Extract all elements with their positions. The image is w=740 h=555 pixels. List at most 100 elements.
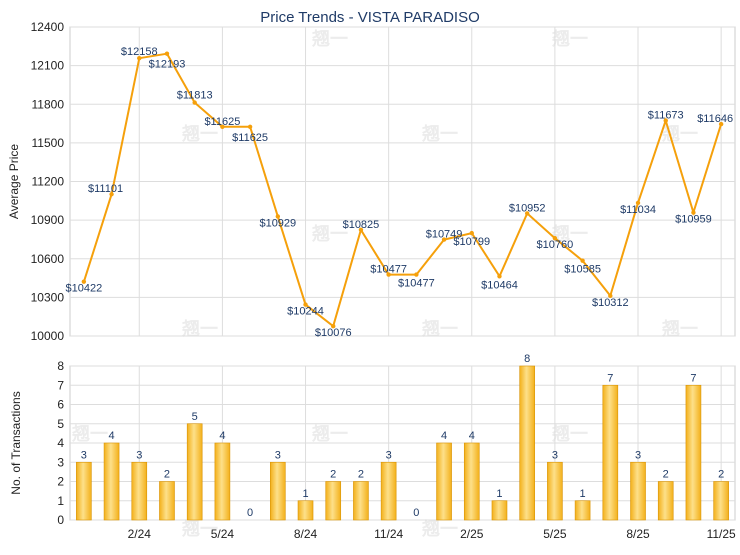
watermark-text: 翘一: [551, 28, 588, 49]
y-tick-label: 4: [57, 436, 64, 450]
price-point: [81, 279, 87, 284]
price-data-label: $11646: [697, 113, 733, 125]
watermark-text: 翘一: [311, 28, 348, 49]
price-data-label: $10076: [315, 327, 352, 339]
y-tick-label: 11200: [32, 175, 65, 189]
x-tick-label: 2/24: [128, 527, 152, 541]
price-data-label: $10749: [426, 229, 463, 241]
y-tick-label: 0: [57, 513, 64, 527]
y-tick-label: 11800: [32, 97, 65, 111]
transaction-bar: [491, 500, 508, 521]
x-tick-label: 11/25: [707, 527, 736, 541]
transaction-data-label: 4: [441, 430, 447, 442]
transaction-bar: [186, 423, 203, 521]
price-point: [663, 118, 668, 123]
x-tick-label: 11/24: [374, 527, 403, 541]
price-point: [414, 272, 419, 277]
price-data-label: $11625: [204, 116, 240, 128]
transaction-bar: [463, 442, 480, 521]
price-data-label: $11101: [88, 183, 123, 195]
watermark-text: 翘一: [181, 318, 218, 339]
y-tick-label: 10900: [31, 213, 65, 227]
price-data-label: $11813: [177, 90, 213, 102]
price-point: [109, 192, 114, 197]
transaction-data-label: 2: [663, 469, 669, 481]
price-point: [718, 121, 724, 127]
watermark-text: 翘一: [181, 518, 218, 539]
watermark-text: 翘一: [71, 423, 108, 444]
transaction-bar: [685, 384, 702, 521]
y-tick-label: 2: [57, 475, 64, 489]
price-point: [275, 214, 281, 219]
price-point: [497, 274, 502, 279]
y-tick-label: 8: [57, 359, 64, 373]
transaction-bar: [159, 481, 175, 521]
transaction-data-label: 2: [164, 469, 170, 481]
price-point: [469, 230, 474, 236]
price-data-label: $11673: [648, 110, 684, 122]
price-point: [358, 227, 364, 232]
price-data-label: $10477: [398, 278, 435, 290]
y-axis-label: Average Price: [7, 144, 21, 219]
watermark-text: 翘一: [551, 423, 588, 444]
watermark-text: 翘一: [661, 318, 698, 339]
price-point: [580, 258, 585, 263]
price-point: [331, 324, 336, 329]
y-tick-label: 10000: [31, 329, 65, 343]
price-data-label: $10422: [65, 283, 102, 295]
transaction-bar: [547, 461, 563, 521]
transaction-data-label: 4: [219, 430, 225, 442]
price-data-label: $11034: [620, 204, 656, 216]
price-point: [220, 124, 225, 129]
transaction-bar: [214, 442, 231, 521]
watermark-text: 翘一: [551, 223, 588, 244]
y-tick-label: 10600: [31, 252, 65, 266]
price-data-label: $10952: [509, 202, 546, 214]
transaction-data-label: 0: [413, 507, 419, 519]
watermark-text: 翘一: [311, 223, 348, 244]
transaction-bar: [131, 461, 148, 521]
x-tick-label: 8/25: [626, 527, 650, 541]
x-tick-label: 5/25: [543, 527, 567, 541]
price-data-label: $10312: [592, 297, 629, 309]
y-axis-label: No. of Transactions: [9, 391, 23, 494]
chart-title: Price Trends - VISTA PARADISO: [260, 9, 480, 26]
transaction-bar: [270, 461, 286, 521]
transaction-bar: [436, 442, 452, 521]
price-data-label: $10959: [675, 214, 712, 226]
price-point: [608, 293, 613, 299]
y-tick-label: 5: [57, 417, 64, 431]
transaction-data-label: 1: [496, 488, 502, 500]
transaction-data-label: 3: [552, 449, 558, 461]
y-tick-label: 10300: [31, 290, 65, 304]
price-data-label: $10477: [370, 264, 407, 276]
price-point: [247, 124, 253, 129]
transaction-bar: [325, 481, 342, 521]
y-tick-label: 7: [57, 378, 64, 392]
transaction-data-label: 5: [192, 411, 198, 423]
price-line: [82, 52, 723, 328]
transaction-bar: [602, 384, 619, 521]
price-point: [192, 100, 197, 105]
y-tick-label: 1: [57, 494, 64, 508]
transaction-data-label: 1: [302, 488, 308, 500]
price-data-label: $10585: [564, 264, 601, 276]
y-tick-label: 6: [57, 398, 64, 412]
transaction-data-label: 1: [580, 488, 586, 500]
price-data-label: $12158: [121, 46, 158, 58]
transaction-data-label: 3: [136, 449, 142, 461]
transaction-bar: [574, 500, 591, 521]
watermark-text: 翘一: [311, 423, 348, 444]
watermark-text: 翘一: [181, 123, 218, 144]
transaction-data-label: 7: [690, 372, 696, 384]
price-data-label: $10464: [481, 279, 518, 291]
watermark-text: 翘一: [421, 318, 458, 339]
transaction-bar: [657, 481, 674, 521]
transaction-data-label: 3: [81, 449, 87, 461]
price-point: [635, 200, 641, 206]
transaction-bar: [630, 461, 646, 521]
transaction-data-label: 8: [524, 353, 530, 365]
watermark-text: 翘一: [421, 123, 458, 144]
